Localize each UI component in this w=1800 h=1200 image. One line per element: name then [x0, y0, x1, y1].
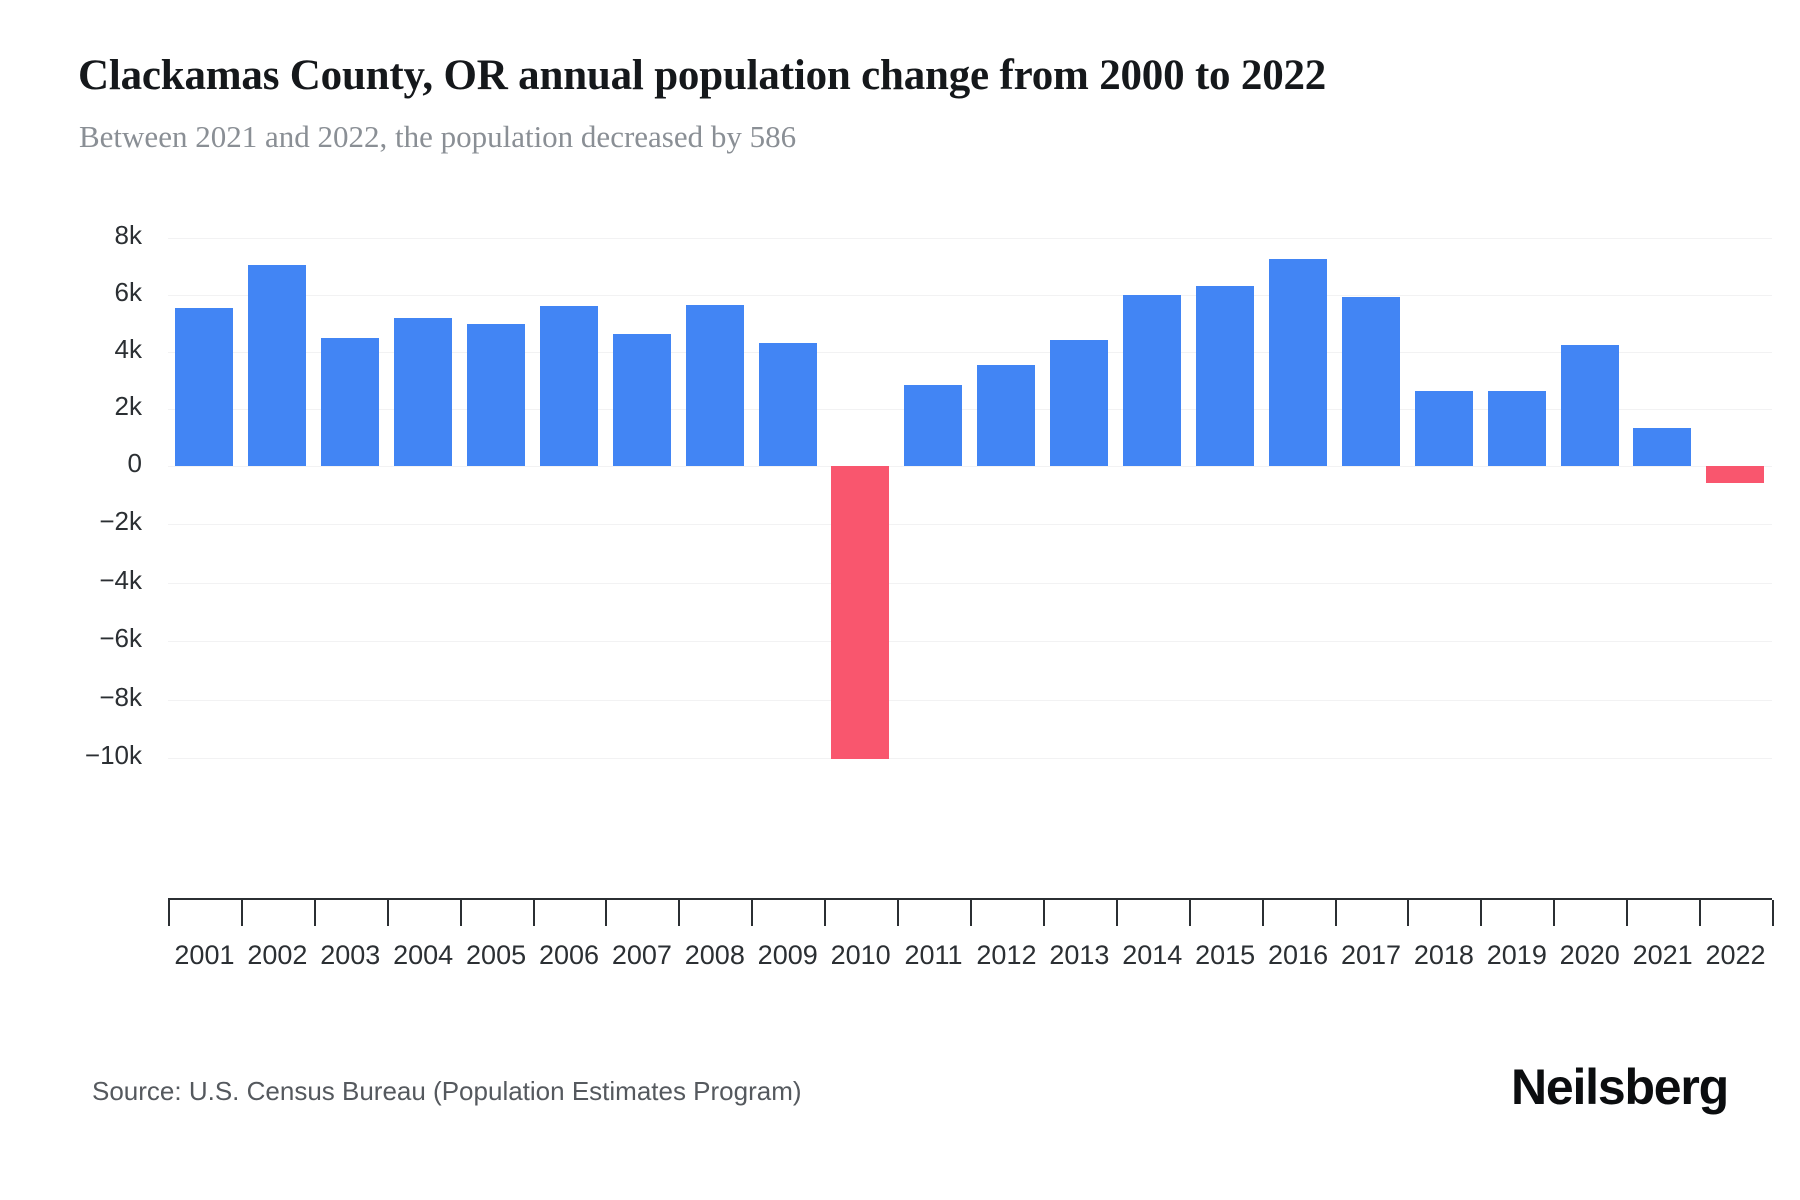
bar-2018[interactable]: [1415, 391, 1473, 466]
y-axis-tick-label: 2k: [114, 391, 142, 421]
y-gridline: [168, 409, 1772, 410]
x-axis-tick: [1772, 900, 1774, 926]
bar-2013[interactable]: [1050, 340, 1108, 466]
y-axis-tick-label: 8k: [114, 220, 142, 250]
y-axis-tick-label: 6k: [114, 277, 142, 307]
x-axis-tick-label-2012: 2012: [976, 940, 1037, 970]
y-gridline: [168, 352, 1772, 353]
x-axis-tick-label-2014: 2014: [1122, 940, 1183, 970]
y-gridline: [168, 641, 1772, 642]
brand-logo: Neilsberg: [1510, 1059, 1729, 1115]
x-axis-line: [168, 898, 1772, 900]
y-axis-tick-label: −4k: [99, 564, 142, 595]
y-gridline: [168, 524, 1772, 525]
bar-2002[interactable]: [248, 265, 306, 466]
y-axis-tick-label: −2k: [99, 506, 142, 537]
bar-2014[interactable]: [1123, 295, 1181, 466]
bar-2009[interactable]: [759, 343, 817, 466]
x-axis-tick-label-2011: 2011: [904, 940, 963, 970]
x-axis-tick: [1189, 900, 1191, 926]
x-axis-tick: [1626, 900, 1628, 926]
x-axis-tick-label-2006: 2006: [538, 940, 600, 970]
page-title: Clackamas County, OR annual population c…: [78, 52, 1327, 99]
bar-2008[interactable]: [686, 305, 744, 466]
x-axis-tick: [533, 900, 535, 926]
x-axis-tick-label-2022: 2022: [1705, 940, 1766, 970]
x-axis-tick-label-2009: 2009: [757, 940, 818, 970]
y-axis-tick-label: −6k: [99, 623, 142, 654]
x-axis-tick: [387, 900, 389, 926]
x-axis-tick-label-2007: 2007: [611, 940, 672, 970]
y-gridline: [168, 758, 1772, 759]
y-gridline: [168, 295, 1772, 296]
y-gridline: [168, 583, 1772, 584]
x-axis-tick: [1480, 900, 1482, 926]
x-axis-tick-label-2021: 2021: [1632, 940, 1693, 970]
bar-2020[interactable]: [1561, 345, 1619, 466]
y-gridline: [168, 238, 1772, 239]
bar-2021[interactable]: [1633, 428, 1691, 466]
bar-2011[interactable]: [904, 385, 962, 466]
x-axis-tick-label-2015: 2015: [1195, 940, 1256, 970]
x-axis-tick: [168, 900, 170, 926]
x-axis-tick: [751, 900, 753, 926]
bar-2004[interactable]: [394, 318, 452, 466]
x-axis-tick-label-2013: 2013: [1049, 940, 1110, 970]
x-axis-tick: [1699, 900, 1701, 926]
x-axis-tick: [1335, 900, 1337, 926]
x-axis-tick-label-2002: 2002: [247, 940, 308, 970]
bar-2007[interactable]: [613, 334, 671, 466]
x-axis-tick-label-2018: 2018: [1413, 940, 1474, 970]
x-axis-tick-label-2020: 2020: [1559, 940, 1620, 970]
bar-2016[interactable]: [1269, 259, 1327, 466]
bar-2019[interactable]: [1488, 391, 1546, 466]
x-axis-tick-label-2016: 2016: [1268, 940, 1329, 970]
x-axis-tick: [460, 900, 462, 926]
x-axis-tick-label-2005: 2005: [466, 940, 527, 970]
x-axis-tick: [970, 900, 972, 926]
bar-2006[interactable]: [540, 306, 598, 466]
x-axis-tick: [314, 900, 316, 926]
x-axis-tick: [1116, 900, 1118, 926]
x-axis-tick-label-2017: 2017: [1340, 940, 1402, 970]
x-axis-tick: [241, 900, 243, 926]
x-axis-tick: [1407, 900, 1409, 926]
bar-2017[interactable]: [1342, 297, 1400, 466]
x-axis-tick-label-2008: 2008: [684, 940, 745, 970]
bar-2001[interactable]: [175, 308, 233, 466]
bar-2010[interactable]: [831, 466, 889, 759]
bar-2003[interactable]: [321, 338, 379, 466]
y-gridline: [168, 466, 1772, 467]
x-axis-tick-label-2003: 2003: [320, 940, 381, 970]
bar-2015[interactable]: [1196, 286, 1254, 466]
x-axis-tick: [897, 900, 899, 926]
y-axis-tick-label: −8k: [99, 681, 142, 712]
bar-2022[interactable]: [1706, 466, 1764, 483]
x-axis-tick: [1043, 900, 1045, 926]
x-axis-tick: [824, 900, 826, 926]
x-axis-tick-label-2001: 2001: [174, 940, 235, 970]
page-subtitle: Between 2021 and 2022, the population de…: [79, 119, 797, 154]
x-axis-tick: [1553, 900, 1555, 926]
x-axis-tick: [605, 900, 607, 926]
x-axis-tick-label-2019: 2019: [1486, 940, 1547, 970]
x-axis-tick: [1262, 900, 1264, 926]
x-axis-tick-label-2010: 2010: [830, 940, 891, 970]
y-gridline: [168, 700, 1772, 701]
bar-2005[interactable]: [467, 324, 525, 466]
source-note: Source: U.S. Census Bureau (Population E…: [92, 1076, 802, 1106]
y-axis-tick-label: −10k: [84, 740, 142, 770]
y-axis-tick-label: 0: [127, 448, 142, 478]
y-axis-tick-label: 4k: [114, 334, 142, 364]
bar-2012[interactable]: [977, 365, 1035, 466]
x-axis-tick: [678, 900, 680, 926]
x-axis-tick-label-2004: 2004: [393, 940, 454, 970]
